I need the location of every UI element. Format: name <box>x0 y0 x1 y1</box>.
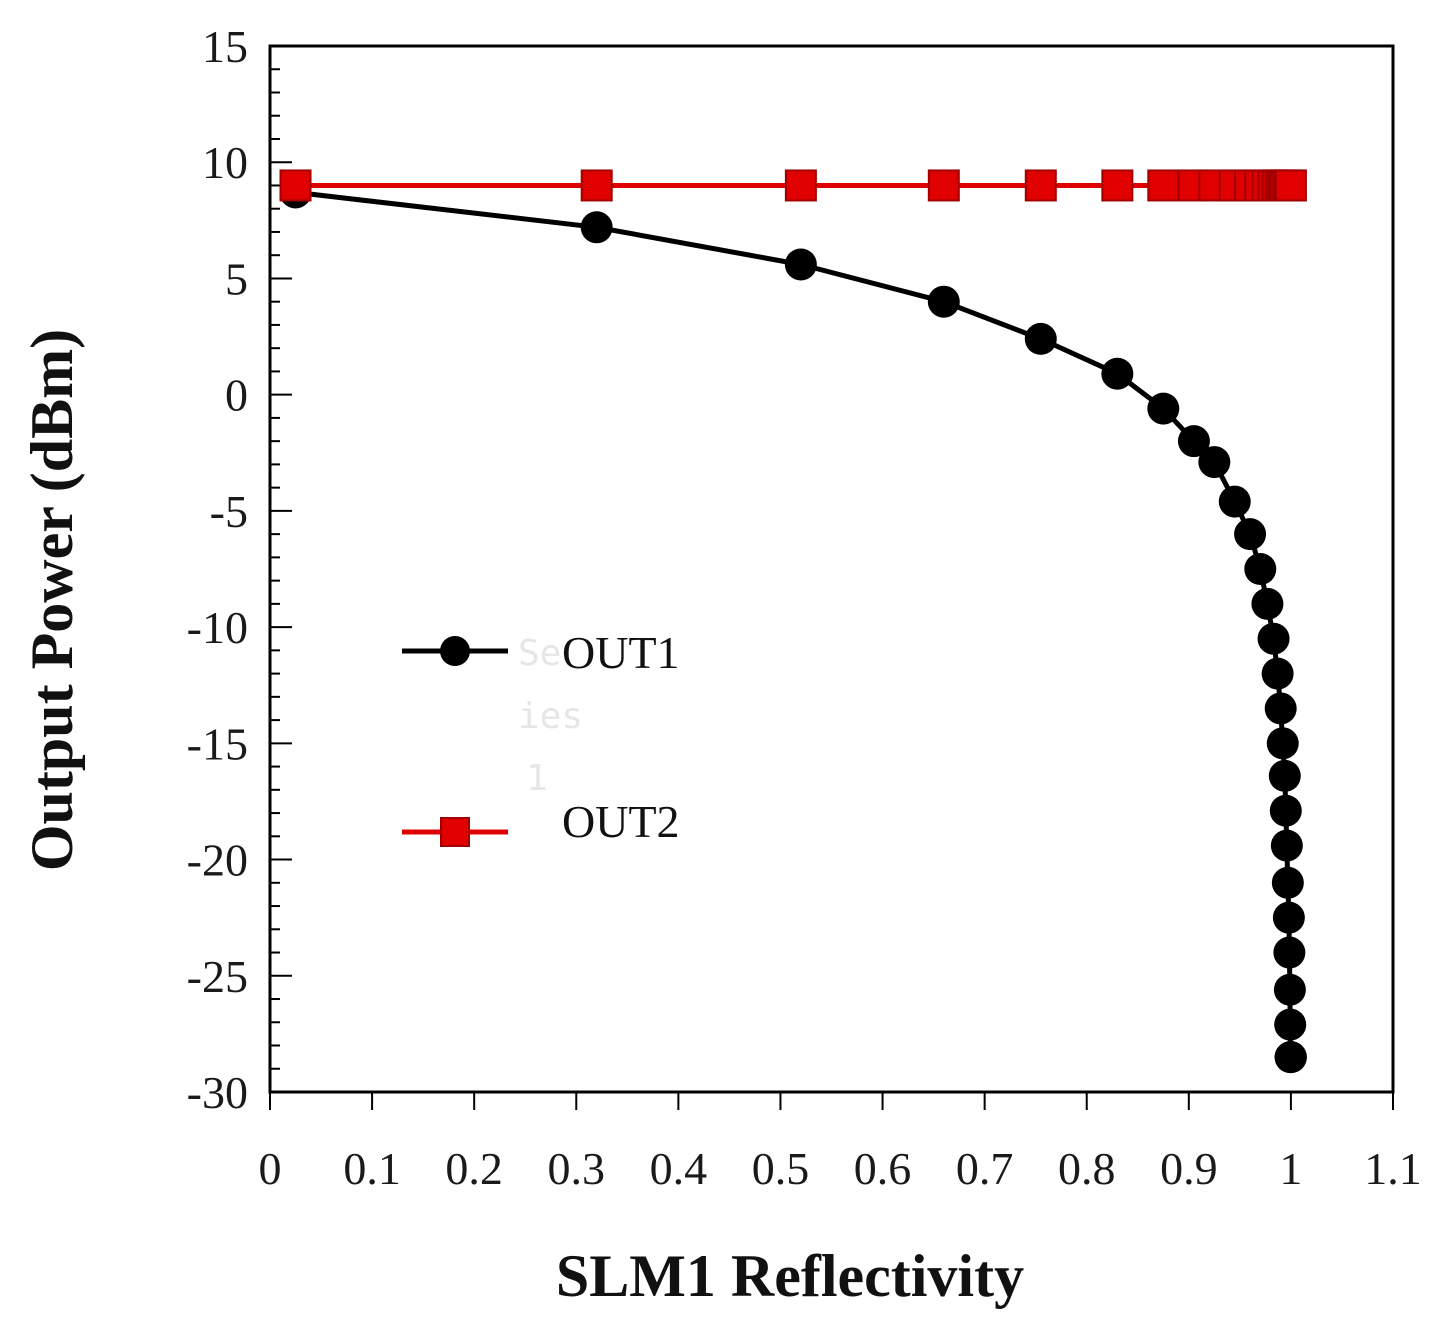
x-tick-label: 1.1 <box>1364 1143 1422 1194</box>
x-tick-label: 0.5 <box>752 1143 810 1194</box>
out1-point <box>1177 425 1210 458</box>
out1-point <box>1234 518 1267 551</box>
y-tick-label: -30 <box>187 1067 248 1118</box>
out1-point <box>1274 1041 1307 1074</box>
out2-point <box>1147 169 1180 202</box>
series-layer <box>279 169 1307 1074</box>
out1-point <box>580 211 613 244</box>
out1-point <box>784 248 817 281</box>
y-tick-label: -20 <box>187 835 248 886</box>
out1-point <box>1147 392 1180 425</box>
x-tick-label: 1 <box>1279 1143 1302 1194</box>
out2-point <box>1101 169 1134 202</box>
y-tick-label: -5 <box>210 486 248 537</box>
out2-point <box>279 169 312 202</box>
out1-point <box>1270 829 1303 862</box>
x-tick-label: 0 <box>259 1143 282 1194</box>
x-tick-label: 0.2 <box>445 1143 503 1194</box>
out1-point <box>1271 866 1304 899</box>
out2-point <box>784 169 817 202</box>
out1-point <box>1273 973 1306 1006</box>
out1-point <box>1257 622 1290 655</box>
y-tick-label: 5 <box>225 253 248 304</box>
out1-point <box>1264 692 1297 725</box>
x-tick-label: 0.3 <box>548 1143 606 1194</box>
x-axis-ticks: 0 0.1 0.2 0.3 0.4 0.5 0.6 0.7 0.8 0.9 1 1.1 <box>259 1092 1422 1194</box>
out1-point <box>1272 901 1305 934</box>
legend-out2-label: OUT2 <box>562 796 680 847</box>
x-tick-label: 0.6 <box>854 1143 912 1194</box>
x-tick-label: 0.8 <box>1058 1143 1116 1194</box>
out1-point <box>1266 727 1299 760</box>
out1-point <box>1261 657 1294 690</box>
out1-point <box>1244 553 1277 585</box>
out1-point <box>1274 1008 1307 1041</box>
legend-out2-marker <box>440 817 470 847</box>
y-tick-label: -15 <box>187 718 248 769</box>
out1-point <box>1218 485 1251 518</box>
placeholder-label-line-1: Se <box>518 633 561 674</box>
x-tick-label: 0.1 <box>343 1143 401 1194</box>
out1-point <box>1268 759 1301 792</box>
out1-point <box>1251 587 1284 620</box>
out2-point <box>927 169 960 202</box>
y-axis-title: Output Power (dBm) <box>19 329 85 871</box>
out2-point <box>580 169 613 202</box>
out1-point <box>1101 357 1134 390</box>
out1-point <box>1198 446 1231 479</box>
placeholder-label-line-3: 1 <box>526 758 548 799</box>
out1-point <box>1024 322 1057 355</box>
y-tick-label: 10 <box>202 137 248 188</box>
placeholder-label-line-2: ies <box>518 696 583 737</box>
out2-point <box>1024 169 1057 202</box>
y-tick-label: -10 <box>187 602 248 653</box>
out1-point <box>1269 794 1302 827</box>
y-tick-label: 0 <box>225 370 248 421</box>
x-tick-label: 0.4 <box>650 1143 708 1194</box>
y-axis-ticks: 15 10 5 0 -5 -10 -15 -20 -25 -30 <box>187 21 292 1118</box>
out2-point <box>1274 169 1307 202</box>
legend-out1-label: OUT1 <box>562 627 680 678</box>
legend-out1-marker <box>440 636 470 666</box>
plot-frame <box>268 44 1395 1094</box>
x-tick-label: 0.9 <box>1160 1143 1218 1194</box>
out1-point <box>927 285 960 318</box>
x-axis-title: SLM1 Reflectivity <box>556 1243 1024 1309</box>
legend: OUT1 Se ies 1 OUT2 <box>402 627 680 847</box>
out1-line <box>295 189 1294 1060</box>
x-tick-label: 0.7 <box>956 1143 1014 1194</box>
y-tick-label: 15 <box>202 21 248 72</box>
y-tick-label: -25 <box>187 951 248 1002</box>
out1-point <box>1273 936 1306 969</box>
